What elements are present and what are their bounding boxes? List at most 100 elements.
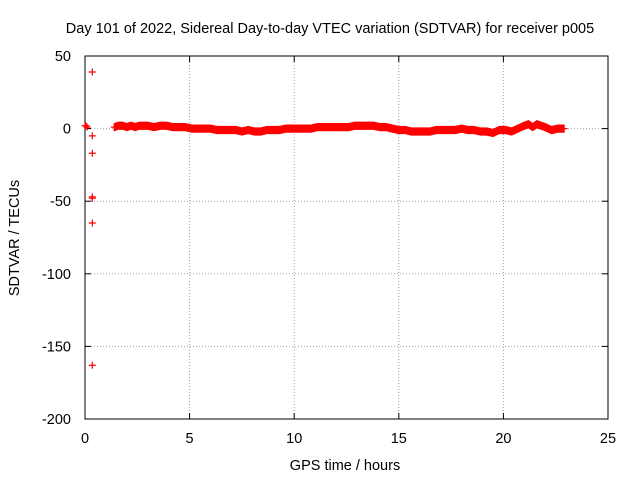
data-point [483,128,491,136]
data-point [382,123,390,131]
data-point [414,128,422,136]
data-point [376,123,384,131]
data-point [175,123,183,131]
data-point [88,219,96,227]
data-point [514,125,522,133]
data-point [313,123,321,131]
data-band [113,120,565,138]
data-point [541,123,549,131]
data-point [244,126,252,134]
y-tick-label: -100 [42,267,71,283]
data-point [332,123,340,131]
data-point [83,123,91,131]
plot-frame [84,55,609,420]
axis-ticks: 0 5 10 15 20 25 -200 -150 -100 -50 0 50 [42,49,616,447]
data-point [88,361,96,369]
data-point [407,128,415,136]
data-point [276,126,284,134]
data-point [470,126,478,134]
data-point [338,123,346,131]
data-point [263,126,271,134]
data-point [533,120,541,128]
data-point [307,125,315,133]
data-point [219,126,227,134]
data-point [401,126,409,134]
data-point [395,126,403,134]
chart-title: Day 101 of 2022, Sidereal Day-to-day VTE… [66,21,594,37]
data-point [82,122,90,130]
data-point [169,123,177,131]
data-point [110,123,118,131]
data-point [426,128,434,136]
data-point [389,125,397,133]
data-point [476,128,484,136]
data-point [439,126,447,134]
x-tick-label: 10 [286,431,302,447]
y-tick-label: -50 [50,194,71,210]
data-point [88,68,96,76]
data-point [351,122,359,130]
data-point [238,128,246,136]
data-point [495,126,503,134]
data-point [163,122,171,130]
data-point [508,128,516,136]
data-point [207,125,215,133]
data-point [357,122,365,130]
y-tick-label: -150 [42,339,71,355]
data-point [432,126,440,134]
data-point [451,126,459,134]
data-point [144,122,152,130]
data-point [560,125,568,133]
data-point [363,122,371,130]
y-tick-label: 50 [55,49,71,65]
data-point [520,122,528,130]
data-point [188,125,196,133]
data-point [150,123,158,131]
y-tick-label: -200 [42,412,71,428]
data-point [420,128,428,136]
data-point [288,125,296,133]
data-point [269,126,277,134]
data-point [464,126,472,134]
data-point [345,123,353,131]
y-tick-label: 0 [63,122,71,138]
data-point [123,123,131,131]
data-point [181,123,189,131]
data-points [81,68,568,369]
x-tick-label: 20 [495,431,511,447]
data-series [81,68,568,369]
data-point [370,122,378,130]
data-point [232,126,240,134]
data-point [225,126,233,134]
data-point [525,120,533,128]
data-point [445,126,453,134]
x-axis-label: GPS time / hours [290,458,400,474]
data-point [537,122,545,130]
data-point [301,125,309,133]
data-point [250,128,258,136]
data-point [200,125,208,133]
data-point [294,125,302,133]
data-point [88,132,96,140]
data-point [554,125,562,133]
data-point [282,125,290,133]
data-point [257,128,265,136]
data-point [194,125,202,133]
data-point [501,126,509,134]
data-point [326,123,334,131]
x-tick-label: 0 [81,431,89,447]
x-tick-label: 25 [600,431,616,447]
data-point [529,123,537,131]
data-point [127,122,135,130]
data-point [156,122,164,130]
data-point [548,126,556,134]
y-axis-label: SDTVAR / TECUs [7,180,23,296]
data-point [88,149,96,157]
x-tick-label: 15 [391,431,407,447]
x-tick-label: 5 [186,431,194,447]
data-point [458,125,466,133]
data-point [213,126,221,134]
data-point [319,123,327,131]
